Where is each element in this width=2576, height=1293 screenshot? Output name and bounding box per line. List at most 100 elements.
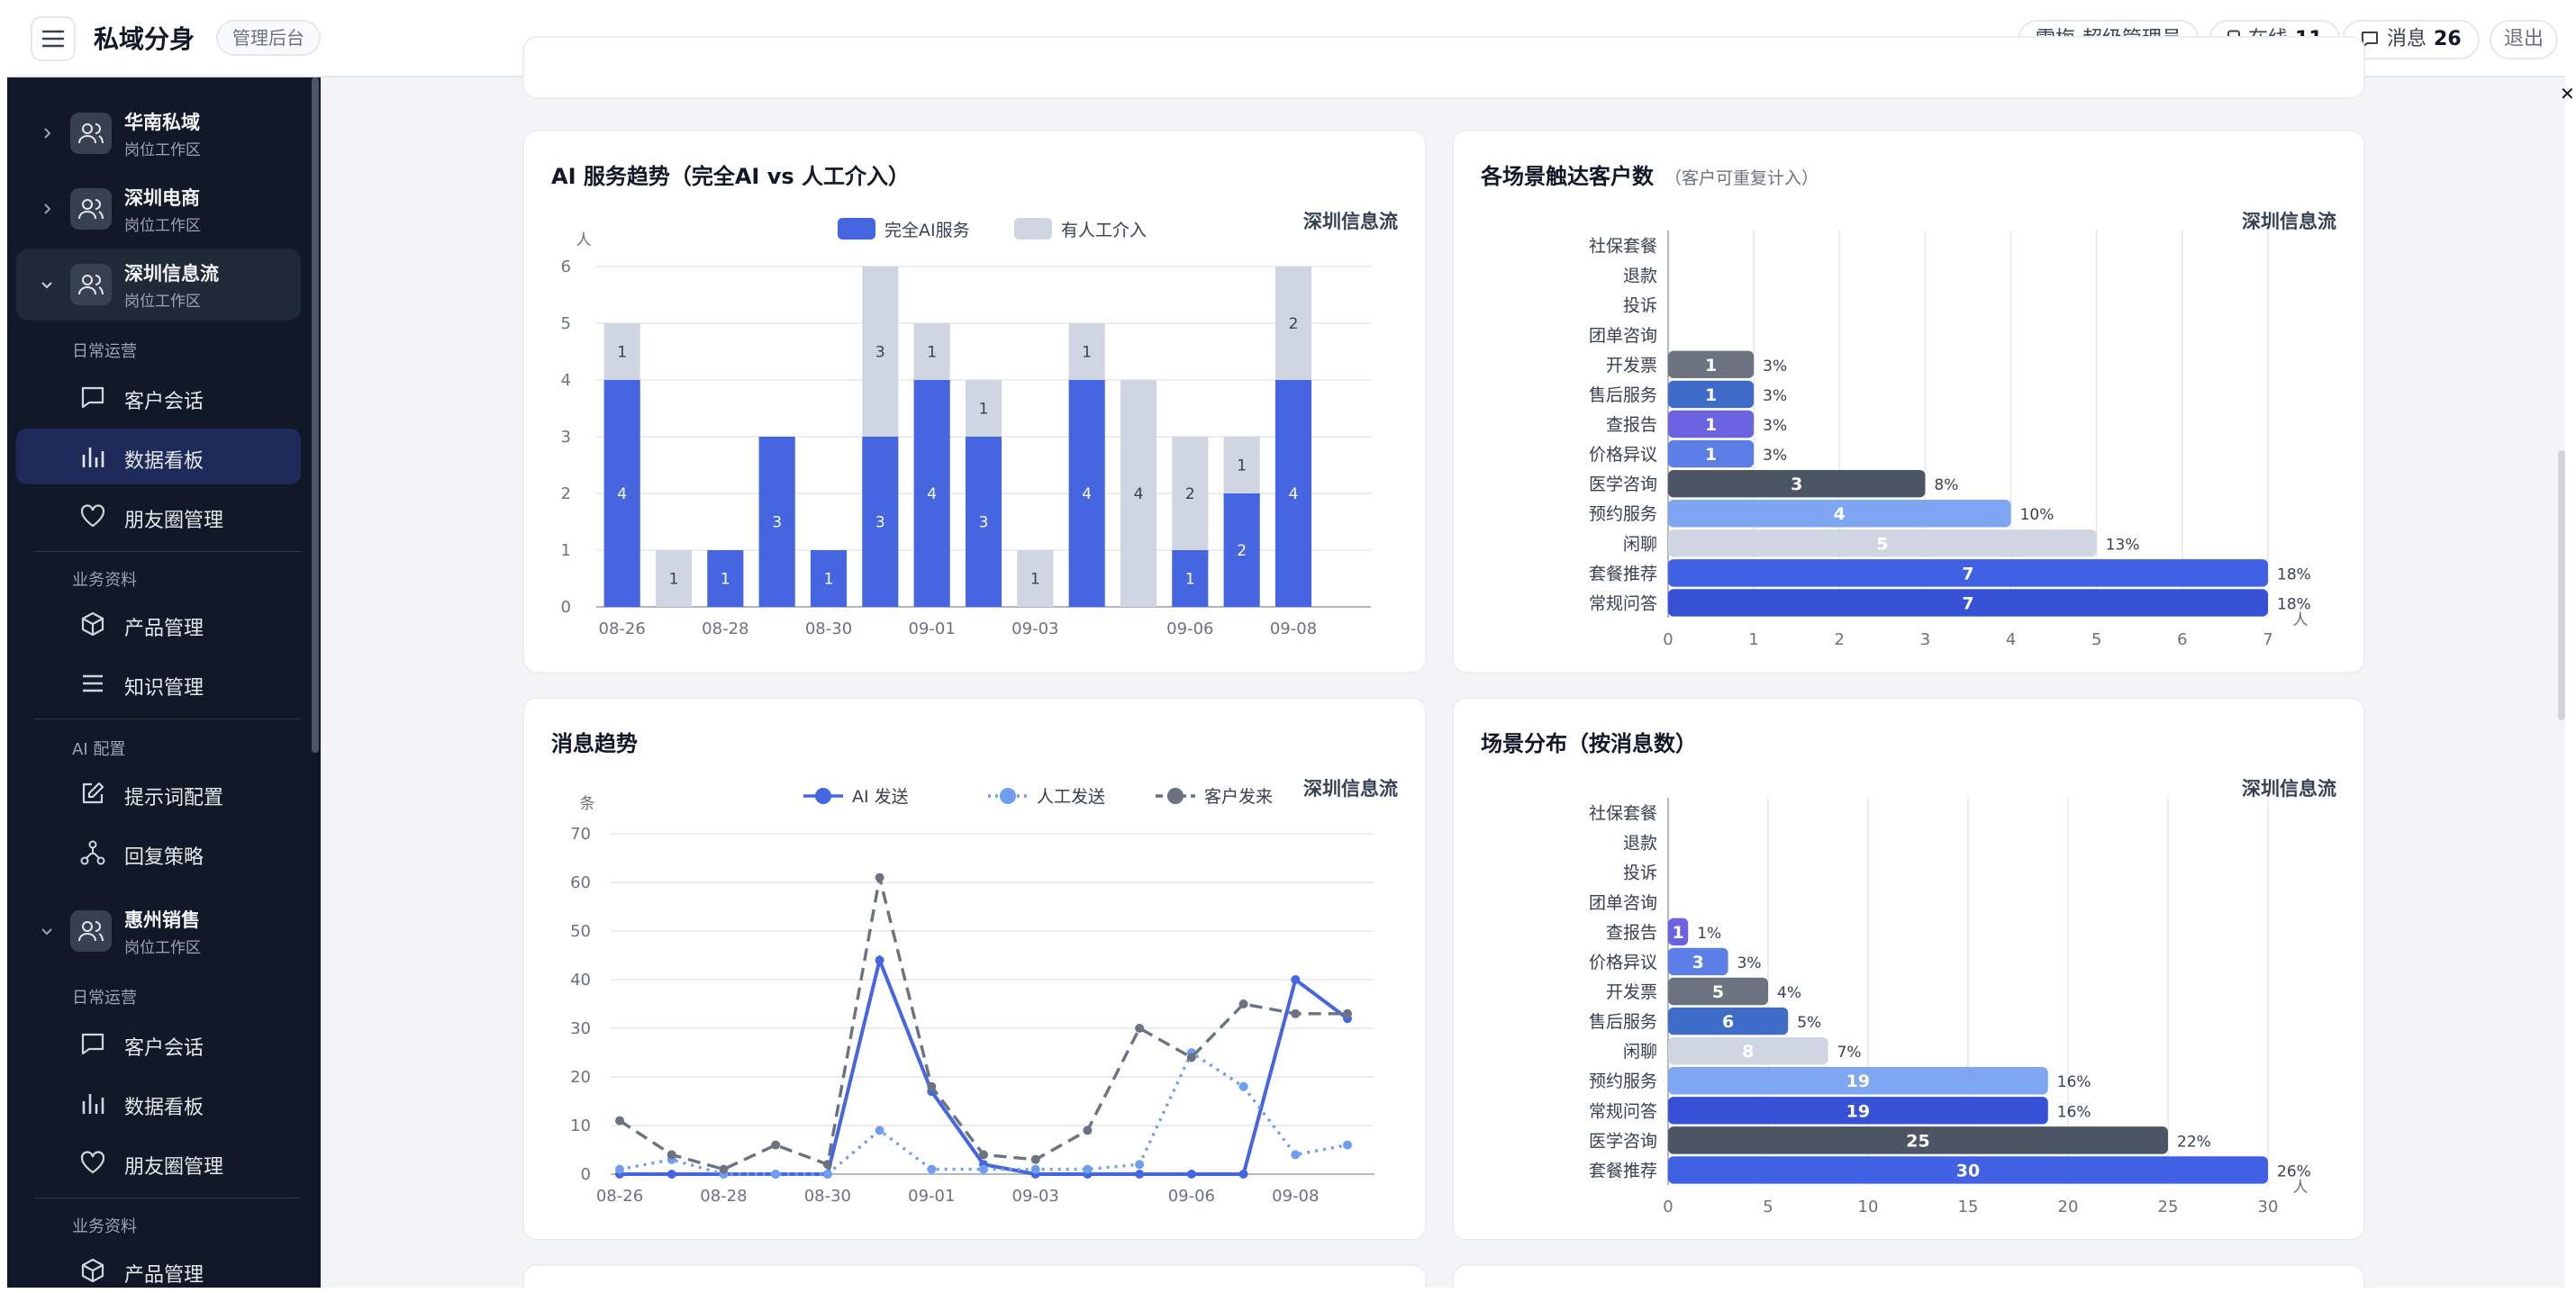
x-tick-label: 7 [2263,630,2272,649]
x-tick-label: 08-30 [805,619,852,638]
legend-marker [1000,788,1016,804]
logout-button[interactable]: 退出 [2490,20,2559,59]
category-label: 开发票 [1606,356,1657,375]
x-tick-label: 09-01 [909,619,956,638]
sidebar-item-sessions[interactable]: 客户会话 [16,1016,301,1071]
data-label: 2 [1185,485,1195,503]
app-title: 私域分身 [94,24,195,54]
data-point [875,955,884,965]
x-tick-label: 1 [1748,630,1758,649]
sidebar-group-shenzhen-ecom[interactable]: 深圳电商 岗位工作区 [16,173,301,245]
data-point [1186,1053,1196,1062]
bar [1668,500,2011,528]
group-subtitle: 岗位工作区 [124,217,201,235]
data-label: 1 [1082,344,1092,362]
data-label: 1 [1185,571,1195,589]
x-tick-label: 09-01 [908,1187,955,1206]
group-name: 惠州销售 [124,909,200,931]
bar-segment [862,437,899,607]
data-point [719,1164,729,1174]
data-point [1238,1081,1248,1091]
x-tick-label: 08-28 [700,1187,747,1206]
bar-segment [655,550,693,607]
card-tag: 深圳信息流 [2242,211,2336,232]
percent-label: 7% [1837,1044,1862,1062]
bar-segment [862,267,899,437]
category-label: 价格异议 [1589,445,1657,465]
percent-label: 3% [1763,417,1787,435]
sidebar-item-sessions[interactable]: 客户会话 [16,369,301,425]
x-tick-label: 4 [2006,630,2016,649]
sidebar-item-label: 产品管理 [124,1264,204,1287]
category-label: 常规问答 [1589,593,1657,613]
x-tick-label: 09-08 [1270,619,1317,638]
sidebar-group-huizhou[interactable]: 惠州销售 岗位工作区 [16,895,301,967]
messages-count: 26 [2434,28,2462,50]
sidebar-item-moments[interactable]: 朋友圈管理 [16,488,301,544]
data-point [1343,1140,1352,1150]
message-trend-card: 消息趋势 深圳信息流 条 0 10 20 30 40 50 60 70 08-26 08-28 08-… [522,697,1427,1241]
x-tick-label: 09-06 [1168,1187,1215,1206]
data-label: 6 [1722,1012,1734,1032]
group-avatar [70,188,112,230]
y-tick-label: 3 [561,428,571,447]
sidebar-item-dashboard[interactable]: 数据看板 [16,1075,301,1131]
close-icon[interactable]: ✕ [2560,83,2575,104]
x-tick-label: 09-06 [1166,619,1213,638]
chat-icon [81,1033,104,1055]
ai-trend-chart: 人 0 1 2 3 4 5 6 4 1 08-26 1 1 08-28 3 1 08-30 3 3 4 1 09-01 3 1… [561,218,1371,638]
sidebar-scrollbar[interactable] [312,77,319,753]
x-tick-label: 6 [2177,630,2187,649]
sidebar-item-dashboard[interactable]: 数据看板 [16,429,301,484]
list-icon [83,674,103,692]
bar-segment [1274,380,1312,607]
card-tag: 深圳信息流 [1303,211,1398,232]
category-label: 套餐推荐 [1589,1161,1657,1180]
bar-segment [913,323,950,380]
sidebar-group-huanan[interactable]: 华南私域 岗位工作区 [16,97,301,169]
legend-swatch [838,218,875,240]
main-scrollbar[interactable] [2558,450,2565,720]
percent-label: 16% [2057,1073,2091,1091]
legend-marker [1167,788,1184,804]
data-label: 4 [1134,485,1144,503]
sidebar-item-strategy[interactable]: 回复策略 [16,825,301,881]
sidebar-item-knowledge[interactable]: 知识管理 [16,656,301,711]
data-label: 8 [1742,1042,1754,1062]
bar [1668,410,1755,439]
percent-label: 8% [1934,476,1958,494]
users-icon [78,123,104,144]
env-badge: 管理后台 [216,20,321,56]
box-icon [81,611,104,637]
data-point [1186,1170,1196,1179]
messages-pill[interactable]: 消息 26 [2342,20,2480,59]
data-label: 4 [617,485,627,503]
data-label: 1 [721,571,730,589]
percent-label: 26% [2277,1162,2311,1180]
sidebar-item-moments[interactable]: 朋友圈管理 [16,1135,301,1190]
x-tick-label: 08-28 [702,619,748,638]
sidebar-item-products[interactable]: 产品管理 [16,1243,301,1288]
bar [1668,529,2097,557]
sidebar-item-prompts[interactable]: 提示词配置 [16,765,301,821]
sidebar-item-products[interactable]: 产品管理 [16,596,301,652]
section-daily: 日常运营 [72,989,137,1008]
legend-label: 有人工介入 [1061,221,1147,240]
category-label: 开发票 [1606,982,1657,1002]
x-tick-label: 10 [1858,1198,1879,1216]
y-tick-label: 60 [570,873,591,892]
card-subtitle: （客户可重复计入） [1664,168,1819,188]
card-tag: 深圳信息流 [2242,778,2336,800]
data-label: 4 [1082,485,1092,503]
x-tick-label: 30 [2258,1198,2279,1216]
y-tick-label: 20 [570,1068,591,1087]
category-label: 预约服务 [1589,504,1657,524]
data-point [771,1140,781,1150]
data-point [1291,975,1301,984]
category-label: 套餐推荐 [1589,564,1657,583]
data-label: 4 [1834,504,1846,524]
data-label: 1 [1672,923,1683,943]
sidebar-group-shenzhen-feed[interactable]: 深圳信息流 岗位工作区 [16,249,301,321]
menu-toggle-button[interactable] [31,16,76,61]
category-label: 售后服务 [1589,1012,1657,1032]
